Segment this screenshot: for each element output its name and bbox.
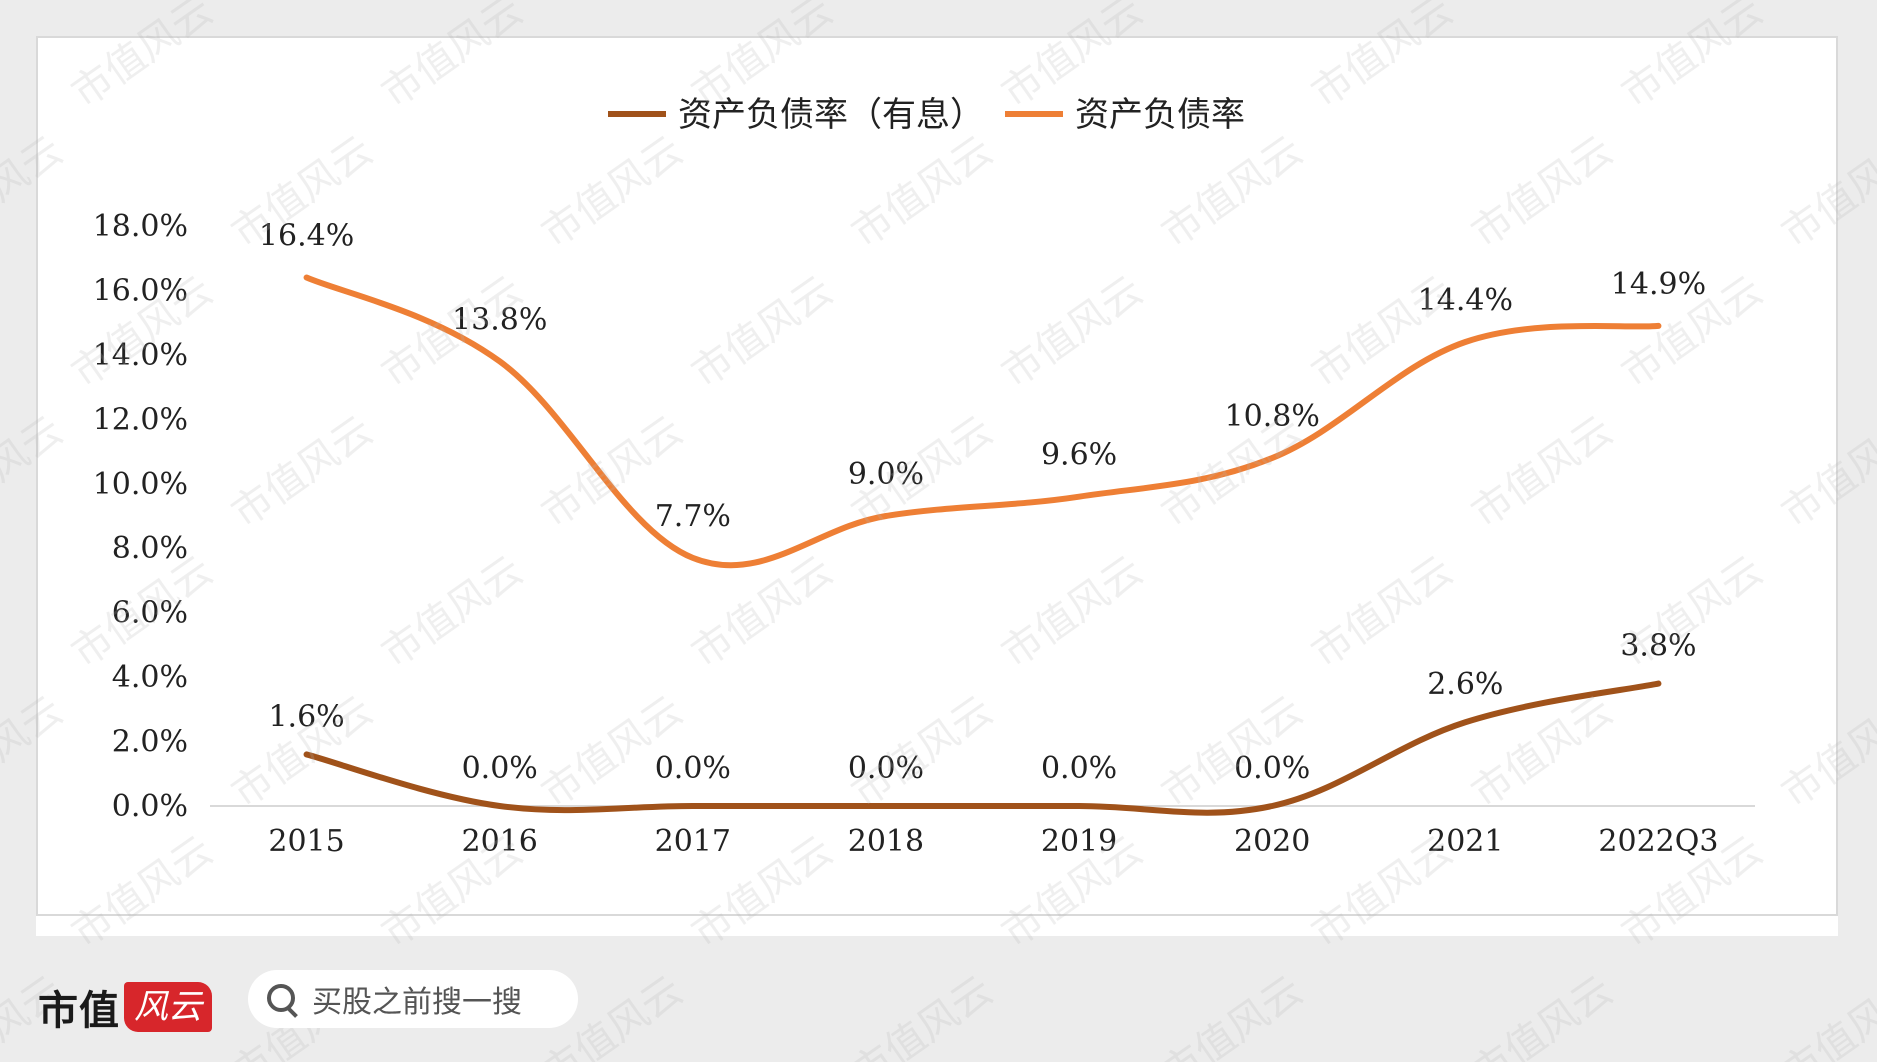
data-label: 1.6% [268, 699, 344, 734]
data-label: 0.0% [848, 751, 924, 786]
y-tick-label: 2.0% [112, 725, 188, 760]
y-tick-label: 12.0% [93, 402, 188, 437]
data-label: 16.4% [259, 219, 354, 254]
y-tick-label: 8.0% [112, 531, 188, 566]
brand-logo[interactable]: 市值 风云 [38, 978, 212, 1036]
chart-legend: 资产负债率（有息） 资产负债率 [608, 95, 1245, 135]
y-tick-label: 16.0% [93, 273, 188, 308]
brand-badge: 风云 [124, 982, 212, 1032]
x-tick-label: 2021 [1427, 824, 1503, 859]
data-label: 2.6% [1427, 667, 1503, 702]
y-tick-label: 18.0% [93, 209, 188, 244]
data-label: 0.0% [1234, 751, 1310, 786]
y-tick-label: 4.0% [112, 660, 188, 695]
y-tick-label: 14.0% [93, 338, 188, 373]
panel-bottom-band [36, 916, 1838, 936]
chart-series [303, 274, 1662, 816]
data-label: 9.0% [848, 457, 924, 492]
x-tick-label: 2015 [268, 824, 344, 859]
search-box[interactable]: 买股之前搜一搜 [248, 970, 578, 1028]
data-label: 9.6% [1041, 438, 1117, 473]
data-label: 0.0% [1041, 751, 1117, 786]
series-line [303, 274, 1662, 569]
y-tick-label: 6.0% [112, 596, 188, 631]
x-tick-label: 2016 [462, 824, 538, 859]
y-tick-label: 0.0% [112, 789, 188, 824]
search-icon[interactable] [264, 981, 300, 1017]
series-line [303, 680, 1662, 816]
x-tick-label: 2017 [655, 824, 731, 859]
y-tick-label: 10.0% [93, 467, 188, 502]
data-label: 10.8% [1225, 399, 1320, 434]
data-labels: 1.6% 0.0% 0.0% 0.0% 0.0% 0.0% 2.6% 3.8% 16.4% 13.… [259, 219, 1706, 786]
search-placeholder: 买股之前搜一搜 [312, 985, 522, 1020]
line-chart: 资产负债率（有息） 资产负债率 0.0% 2.0% 4.0% 6.0% 8.0% 10.0%… [93, 95, 1755, 859]
data-label: 14.4% [1418, 283, 1513, 318]
data-label: 13.8% [452, 302, 547, 337]
data-label: 14.9% [1611, 267, 1706, 302]
legend-label: 资产负债率（有息） [678, 95, 984, 135]
chart-panel [36, 36, 1838, 916]
x-axis: 2015 2016 2017 2018 2019 2020 2021 2022Q3 [268, 824, 1718, 859]
x-tick-label: 2019 [1041, 824, 1117, 859]
x-tick-label: 2020 [1234, 824, 1310, 859]
data-label: 3.8% [1620, 629, 1696, 664]
data-label: 0.0% [462, 751, 538, 786]
brand-text: 市值 [38, 988, 120, 1034]
footer-bar: 市值 风云 买股之前搜一搜 [0, 940, 1877, 1062]
legend-label: 资产负债率 [1075, 95, 1245, 135]
data-label: 0.0% [655, 751, 731, 786]
x-tick-label: 2018 [848, 824, 924, 859]
data-label: 7.7% [655, 499, 731, 534]
x-tick-label: 2022Q3 [1598, 824, 1718, 859]
y-axis: 0.0% 2.0% 4.0% 6.0% 8.0% 10.0% 12.0% 14.0% 16.0%… [93, 209, 188, 824]
